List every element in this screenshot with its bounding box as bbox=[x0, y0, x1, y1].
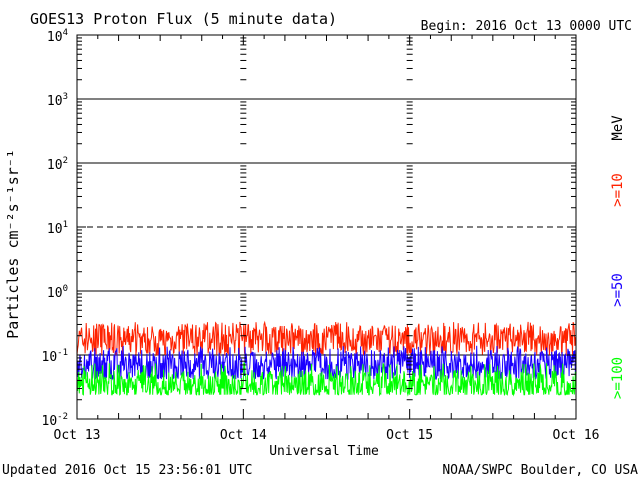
x-axis-label: Universal Time bbox=[269, 444, 379, 459]
x-tick-label: Oct 16 bbox=[553, 428, 600, 443]
legend-entry: >=10 bbox=[610, 173, 626, 207]
y-tick-label: 102 bbox=[47, 156, 68, 173]
y-tick-base: 10 bbox=[47, 222, 63, 237]
y-tick-exponent: -1 bbox=[57, 348, 68, 358]
legend-entry: >=100 bbox=[610, 357, 626, 399]
x-tick-label: Oct 14 bbox=[220, 428, 267, 443]
legend: MeV >=10 >=50 >=100 bbox=[610, 115, 626, 399]
footer-updated: Updated 2016 Oct 15 23:56:01 UTC bbox=[2, 463, 252, 478]
chart-title: GOES13 Proton Flux (5 minute data) bbox=[30, 10, 337, 28]
legend-unit: MeV bbox=[610, 115, 626, 141]
y-tick-exponent: 1 bbox=[63, 220, 68, 230]
y-tick-exponent: 0 bbox=[63, 284, 68, 294]
y-tick-base: 10 bbox=[42, 350, 58, 365]
legend-entry: >=50 bbox=[610, 273, 626, 307]
y-tick-exponent: -2 bbox=[57, 412, 68, 422]
y-tick-label: 101 bbox=[47, 220, 68, 237]
y-tick-exponent: 3 bbox=[63, 92, 68, 102]
plot-grid bbox=[77, 98, 576, 356]
y-tick-base: 10 bbox=[47, 30, 63, 45]
footer-credit: NOAA/SWPC Boulder, CO USA bbox=[442, 463, 638, 478]
series-line bbox=[76, 345, 577, 381]
y-tick-label: 103 bbox=[47, 92, 68, 109]
y-tick-label: 104 bbox=[47, 28, 68, 45]
y-tick-label: 100 bbox=[47, 284, 68, 301]
y-axis-label: Particles cm⁻²s⁻¹sr⁻¹ bbox=[4, 149, 22, 339]
y-tick-exponent: 2 bbox=[63, 156, 68, 166]
x-tick-label: Oct 13 bbox=[54, 428, 101, 443]
x-tick-label: Oct 15 bbox=[386, 428, 433, 443]
y-tick-exponent: 4 bbox=[63, 28, 68, 38]
y-tick-base: 10 bbox=[47, 94, 63, 109]
series-layer bbox=[76, 320, 577, 397]
y-tick-base: 10 bbox=[47, 158, 63, 173]
plot-frame bbox=[76, 34, 577, 420]
y-tick-base: 10 bbox=[42, 414, 58, 429]
y-tick-label: 10-1 bbox=[42, 348, 69, 365]
begin-label: Begin: 2016 Oct 13 0000 UTC bbox=[421, 19, 632, 34]
y-tick-base: 10 bbox=[47, 286, 63, 301]
y-tick-label: 10-2 bbox=[42, 412, 69, 429]
series-line bbox=[76, 362, 577, 397]
series-line bbox=[76, 320, 577, 357]
